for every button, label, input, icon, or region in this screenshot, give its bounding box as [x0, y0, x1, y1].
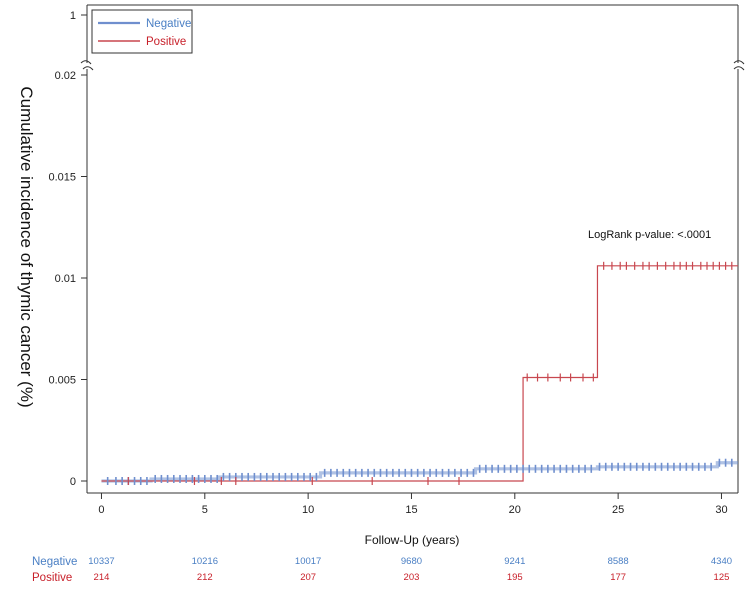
risk-table: Negative 10337 10216 10017 9680 9241 8588 4340 P…	[32, 556, 732, 584]
risk-count-negative: 9241	[504, 556, 525, 567]
y-tick-label: 0.02	[55, 70, 76, 82]
risk-count-positive: 203	[404, 572, 420, 583]
y-tick-label: 0.01	[55, 273, 76, 285]
x-tick-label: 25	[612, 504, 624, 516]
axis-break-left	[80, 60, 94, 71]
y-tick-label: 0.005	[48, 375, 76, 387]
risk-count-positive: 207	[300, 572, 316, 583]
risk-count-positive: 212	[197, 572, 213, 583]
risk-count-positive: 214	[94, 572, 110, 583]
logrank-annotation: LogRank p-value: <.0001	[588, 229, 711, 241]
risk-count-negative: 4340	[711, 556, 732, 567]
legend-box	[91, 9, 193, 54]
risk-count-negative: 10017	[295, 556, 321, 567]
x-tick-label: 5	[202, 504, 208, 516]
x-axis-title: Follow-Up (years)	[365, 533, 460, 547]
risk-row-label-positive: Positive	[32, 572, 72, 584]
x-tick-label: 10	[302, 504, 314, 516]
y-tick-label: 0.015	[48, 172, 76, 184]
legend-label-negative: Negative	[146, 18, 191, 30]
y-tick-label: 0	[70, 476, 76, 488]
x-tick-label: 20	[509, 504, 521, 516]
x-tick-label: 15	[405, 504, 417, 516]
axis-break-right	[733, 60, 745, 71]
risk-count-positive: 195	[507, 572, 523, 583]
y-axis-title: Cumulative incidence of thymic cancer (%…	[17, 86, 36, 407]
risk-count-negative: 8588	[608, 556, 629, 567]
risk-count-negative: 9680	[401, 556, 422, 567]
risk-count-negative: 10216	[192, 556, 218, 567]
risk-row-label-negative: Negative	[32, 556, 77, 568]
x-tick-label: 30	[715, 504, 727, 516]
x-tick-label: 0	[98, 504, 104, 516]
legend: Negative Positive	[91, 9, 193, 54]
legend-label-positive: Positive	[146, 36, 186, 48]
y-break-tick-label: 1	[70, 10, 76, 22]
risk-count-positive: 125	[714, 572, 730, 583]
risk-count-negative: 10337	[88, 556, 114, 567]
series-line-negative	[101, 461, 738, 483]
series-line-positive	[101, 265, 738, 482]
risk-count-positive: 177	[610, 572, 626, 583]
